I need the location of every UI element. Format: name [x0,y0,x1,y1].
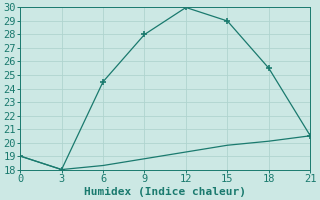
X-axis label: Humidex (Indice chaleur): Humidex (Indice chaleur) [84,186,246,197]
